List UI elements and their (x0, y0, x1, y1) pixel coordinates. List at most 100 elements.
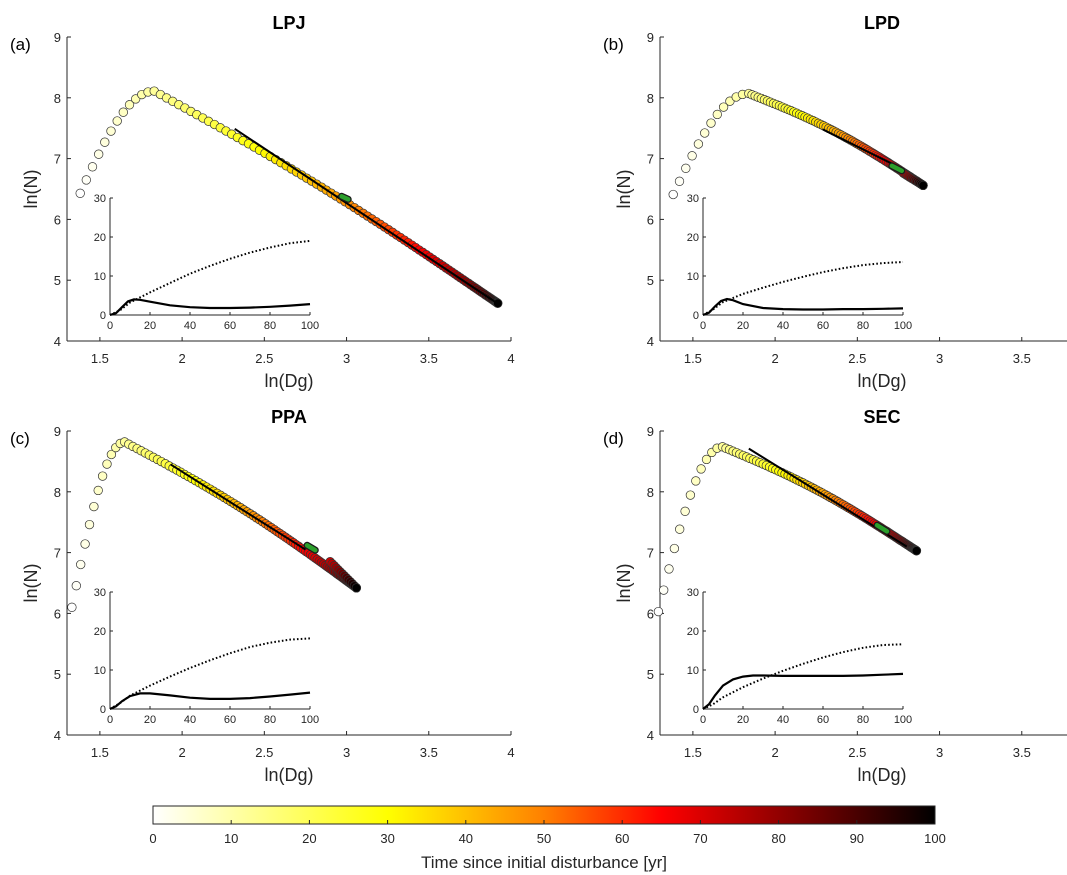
x-tick-label: 4 (507, 351, 514, 366)
inset-x-tick-label: 40 (777, 320, 789, 332)
scatter-point (653, 606, 664, 617)
colorbar-tick-label: 20 (302, 831, 316, 846)
y-tick-label: 5 (54, 273, 61, 288)
scatter-point (911, 546, 922, 556)
scatter-point (706, 118, 716, 128)
scatter-point (112, 116, 122, 126)
scatter-point (100, 137, 110, 147)
inset-x-tick-label: 100 (894, 714, 912, 726)
colorbar-tick-label: 30 (380, 831, 394, 846)
colorbar-ticks: 0 10 20 30 40 50 60 70 80 90 100 (149, 820, 946, 846)
inset-x-tick-label: 20 (144, 714, 156, 726)
y-tick-label: 6 (54, 212, 61, 227)
y-tick-label: 9 (54, 30, 61, 45)
panel-label: (b) (603, 35, 624, 54)
panel-lpj: 4 5 6 7 8 9 1.5 2 2.5 3 3.5 4 ln(Dg) ln(N) LPJ (a) 0 10 20… (10, 13, 515, 391)
scatter-point (67, 602, 77, 612)
inset: 0 10 20 30 0 20 40 60 80 100 (94, 193, 319, 332)
inset-y-tick-label: 30 (94, 193, 106, 205)
panel-title: LPD (864, 13, 900, 33)
y-tick-label: 7 (54, 152, 61, 167)
inset-y-tick-label: 0 (100, 310, 106, 322)
scatter-point (87, 162, 98, 172)
scatter-point (700, 128, 710, 138)
scatter-point (668, 189, 678, 200)
y-tick-label: 7 (54, 546, 61, 561)
scatter-point (97, 471, 108, 481)
x-tick-label: 3.5 (420, 745, 438, 760)
x-axis-label: ln(Dg) (264, 765, 313, 785)
colorbar-tick-label: 90 (850, 831, 864, 846)
inset-x-tick-label: 80 (857, 714, 869, 726)
inset-x-tick-label: 80 (264, 320, 276, 332)
colorbar-tick-label: 40 (459, 831, 473, 846)
inset: 0 10 20 30 0 20 40 60 80 100 (94, 587, 319, 726)
inset-y-tick-label: 20 (94, 232, 106, 244)
inset-y-tick-label: 30 (687, 193, 699, 205)
scatter-point (685, 490, 696, 500)
y-tick-label: 6 (647, 212, 654, 227)
x-tick-label: 2.5 (848, 351, 866, 366)
x-axis-label: ln(Dg) (264, 371, 313, 391)
colorbar-tick-label: 70 (693, 831, 707, 846)
scatter-point (81, 175, 91, 185)
inset: 0 10 20 30 0 20 40 60 80 100 (687, 587, 912, 726)
inset-series-solid (109, 298, 311, 317)
inset-background (703, 198, 903, 315)
inset-x-tick-label: 40 (184, 714, 196, 726)
inset-x-tick-label: 20 (737, 320, 749, 332)
scatter-point (693, 139, 704, 149)
scatter-point (493, 298, 503, 308)
scatter-point (674, 176, 685, 186)
colorbar-tick-label: 60 (615, 831, 629, 846)
inset-x-tick-label: 100 (301, 320, 319, 332)
fit-line (234, 127, 496, 303)
inset-y-tick-label: 0 (693, 704, 699, 716)
y-tick-label: 5 (54, 667, 61, 682)
inset-x-tick-label: 0 (107, 320, 113, 332)
scatter-point (76, 559, 86, 570)
inset-x-tick-label: 0 (700, 714, 706, 726)
y-tick-label: 4 (54, 728, 61, 743)
scatter-point (718, 102, 729, 112)
x-tick-label: 3 (343, 351, 350, 366)
scatter-series (653, 442, 922, 617)
highlight-segment (874, 522, 890, 534)
inset-series-dotted (702, 261, 904, 316)
x-tick-label: 1.5 (684, 745, 702, 760)
y-axis-label: ln(N) (614, 564, 634, 603)
panel-title: LPJ (272, 13, 305, 33)
highlight-segment (889, 163, 904, 174)
fit-line (822, 128, 901, 169)
scatter-point (675, 524, 685, 534)
scatter-series (75, 86, 503, 308)
inset-series-dotted (702, 643, 904, 710)
inset-x-tick-label: 60 (224, 714, 236, 726)
inset-y-tick-label: 10 (687, 271, 699, 283)
colorbar-label: Time since initial disturbance [yr] (421, 853, 667, 872)
x-tick-label: 3.5 (420, 351, 438, 366)
scatter-point (102, 459, 112, 469)
scatter-point (681, 163, 691, 173)
x-tick-label: 3 (343, 745, 350, 760)
y-tick-label: 8 (54, 91, 61, 106)
inset-y-tick-label: 30 (687, 587, 699, 599)
scatter-point (80, 539, 90, 549)
inset-y-tick-label: 30 (94, 587, 106, 599)
inset-series-solid (109, 691, 311, 711)
x-tick-label: 3 (936, 745, 943, 760)
colorbar-tick-label: 0 (149, 831, 156, 846)
x-tick-label: 1.5 (91, 745, 109, 760)
y-axis-label: ln(N) (614, 170, 634, 209)
scatter-point (84, 519, 95, 530)
colorbar-tick-label: 50 (537, 831, 551, 846)
panel-title: PPA (271, 407, 307, 427)
panel-label: (c) (10, 429, 30, 448)
y-tick-label: 8 (647, 485, 654, 500)
inset-x-tick-label: 80 (264, 714, 276, 726)
x-tick-label: 2.5 (255, 745, 273, 760)
colorbar-tick-label: 100 (924, 831, 946, 846)
panel-title: SEC (863, 407, 900, 427)
x-tick-label: 2 (771, 351, 778, 366)
y-tick-label: 6 (647, 606, 654, 621)
